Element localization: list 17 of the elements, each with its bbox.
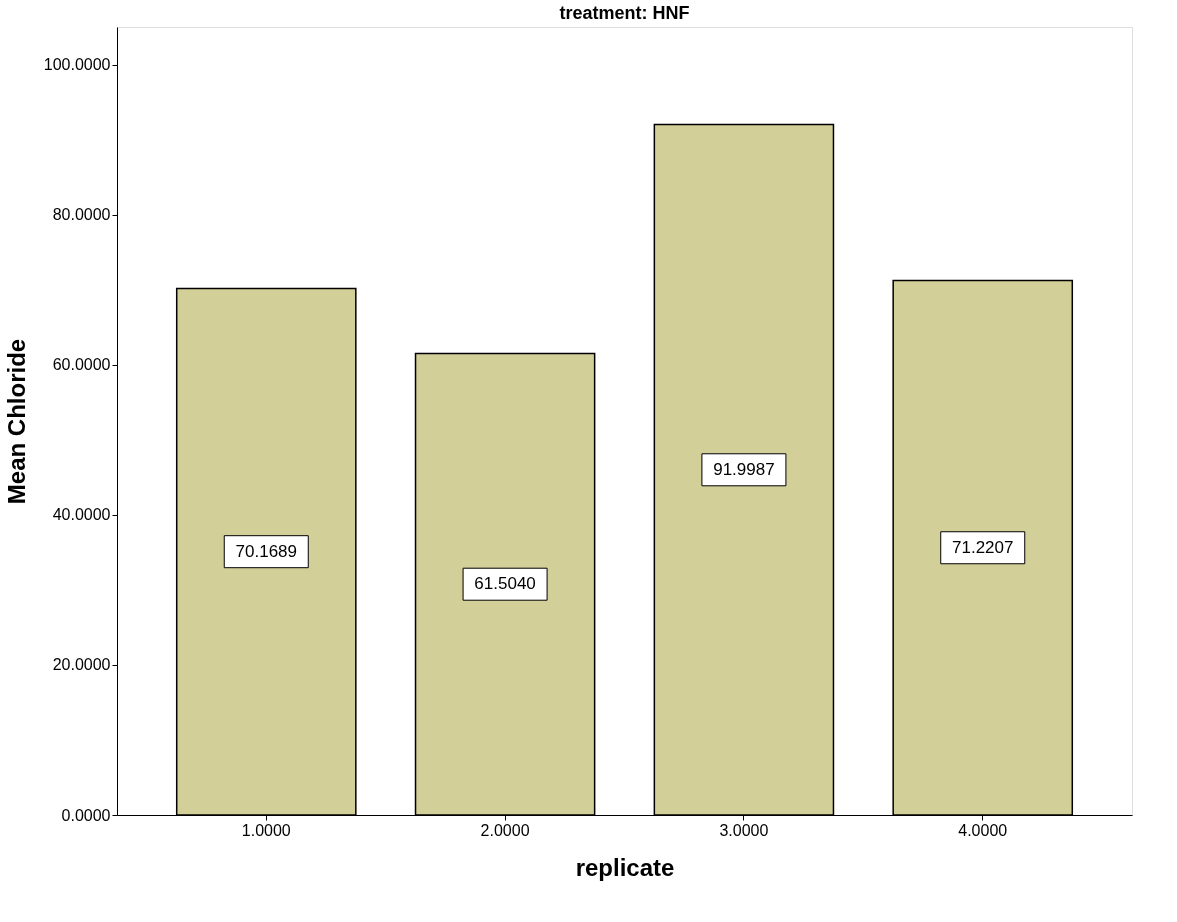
chart-title: treatment: HNF bbox=[559, 3, 690, 23]
x-tick-label: 1.0000 bbox=[241, 821, 291, 839]
data-label: 91.9987 bbox=[713, 459, 775, 479]
x-axis-title: replicate bbox=[575, 853, 675, 881]
x-tick-label: 2.0000 bbox=[480, 821, 530, 839]
y-tick-label: 0.0000 bbox=[61, 806, 111, 824]
data-label: 70.1689 bbox=[235, 541, 297, 561]
x-tick-label: 4.0000 bbox=[958, 821, 1008, 839]
y-axis-title: Mean Chloride bbox=[2, 338, 30, 505]
y-tick-label: 20.0000 bbox=[52, 656, 111, 674]
y-tick-label: 80.0000 bbox=[52, 206, 111, 224]
y-tick-label: 100.0000 bbox=[43, 56, 111, 74]
y-tick-label: 60.0000 bbox=[52, 356, 111, 374]
data-label: 71.2207 bbox=[952, 537, 1014, 557]
x-tick-label: 3.0000 bbox=[719, 821, 769, 839]
data-label: 61.5040 bbox=[474, 574, 536, 594]
y-tick-label: 40.0000 bbox=[52, 506, 111, 524]
